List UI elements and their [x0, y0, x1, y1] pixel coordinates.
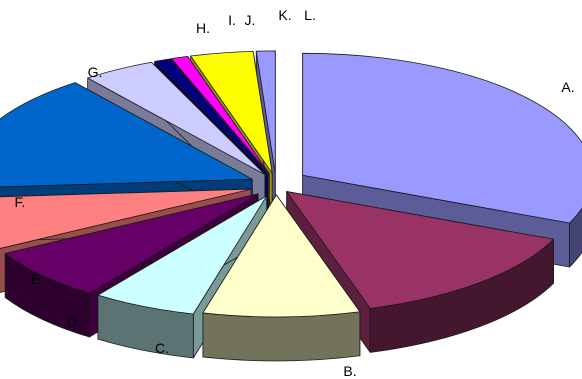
slice-top — [190, 50, 273, 174]
slice-top — [302, 52, 582, 224]
slices-layer — [0, 50, 582, 362]
slice-label: B. — [343, 363, 356, 379]
slice-label: I. — [228, 12, 236, 28]
slice-label: K. — [278, 7, 291, 23]
slice-top — [87, 61, 266, 175]
pie-slice-c — [202, 194, 361, 362]
slice-label: L. — [304, 7, 316, 23]
slice-label: C. — [155, 340, 169, 356]
labels-layer: L. K. J. I. H. A. G. F. E. B. D. C. — [15, 7, 575, 379]
slice-top — [0, 188, 252, 249]
slice-label: F. — [15, 194, 26, 210]
slice-top — [0, 82, 253, 188]
slice-label: J. — [245, 12, 256, 28]
slice-label: A. — [561, 79, 574, 95]
slice-label: H. — [196, 20, 210, 36]
slice-label: E. — [31, 271, 44, 287]
slice-outer-wall — [202, 311, 361, 362]
slice-label: G. — [88, 64, 103, 80]
slice-top — [255, 50, 276, 174]
slice-top — [286, 191, 554, 309]
slice-top — [97, 195, 268, 315]
slice-label: D. — [67, 314, 81, 330]
slice-top — [4, 193, 259, 294]
slice-top — [171, 56, 270, 174]
slice-top — [202, 194, 361, 318]
slice-top — [154, 58, 269, 175]
slice-outer-wall — [569, 207, 582, 268]
